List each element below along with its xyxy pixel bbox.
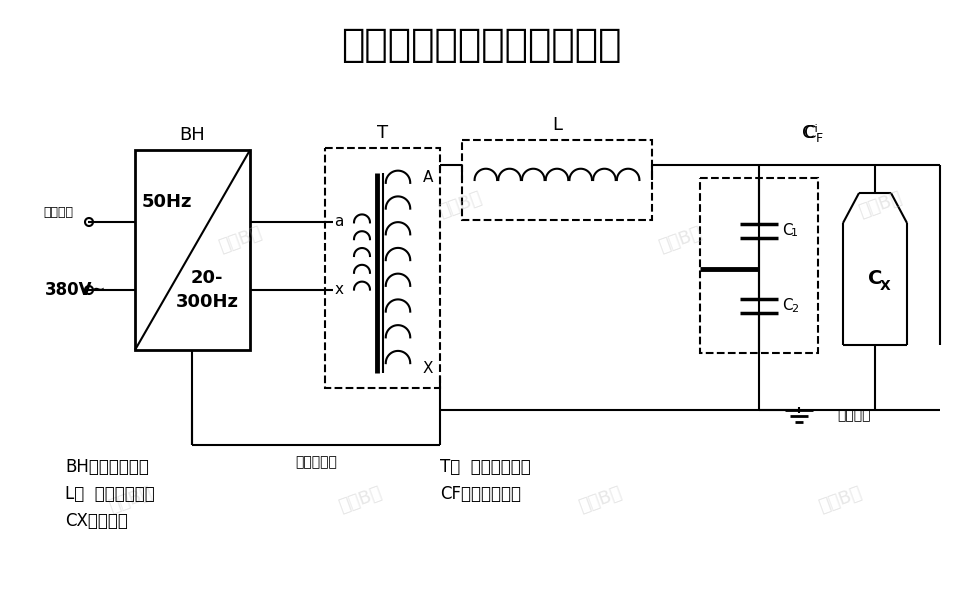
Bar [325,148,439,388]
Text: 20-: 20- [190,269,223,287]
Text: 电站B超: 电站B超 [435,189,483,221]
Text: 电站B超: 电站B超 [216,224,263,256]
Text: 1: 1 [790,228,798,238]
Text: BH：变频电源；: BH：变频电源； [65,458,149,476]
Text: BH: BH [180,126,205,144]
Text: 电站B超: 电站B超 [855,189,903,221]
Text: 发电机交流耐压试验原理图: 发电机交流耐压试验原理图 [340,26,621,64]
Text: T: T [377,124,387,142]
Text: C: C [867,269,881,288]
Text: F: F [815,132,822,144]
Text: 300Hz: 300Hz [175,293,238,311]
Bar [700,178,817,353]
Text: C: C [781,223,792,238]
Text: CF：电容分压器: CF：电容分压器 [439,485,521,503]
Text: 电站B超: 电站B超 [815,484,863,516]
Text: C: C [802,124,815,142]
Text: C: C [781,298,792,313]
Text: L：  电抗器组合；: L： 电抗器组合； [65,485,155,503]
Text: 采样信号线: 采样信号线 [295,455,337,469]
Bar [461,140,652,220]
Text: Cⁱ: Cⁱ [801,124,817,142]
Text: 系统输入: 系统输入 [43,206,73,219]
Text: A: A [423,170,432,185]
Text: T：  励磁变压器；: T： 励磁变压器； [439,458,530,476]
Text: L: L [552,116,561,134]
Text: a: a [334,215,343,229]
Text: 系统接地: 系统接地 [836,408,870,422]
Text: 电站B超: 电站B超 [655,224,703,256]
Text: x: x [334,283,343,297]
Text: 电站B超: 电站B超 [335,484,383,516]
Text: 380V~: 380V~ [45,281,107,299]
Text: CX：被试品: CX：被试品 [65,512,128,530]
Bar [135,150,250,350]
Text: X: X [878,279,890,293]
Text: 50Hz: 50Hz [141,193,192,211]
Text: 2: 2 [790,304,798,313]
Text: 电站B超: 电站B超 [106,484,154,516]
Text: 电站B超: 电站B超 [576,484,624,516]
Text: X: X [422,361,432,375]
